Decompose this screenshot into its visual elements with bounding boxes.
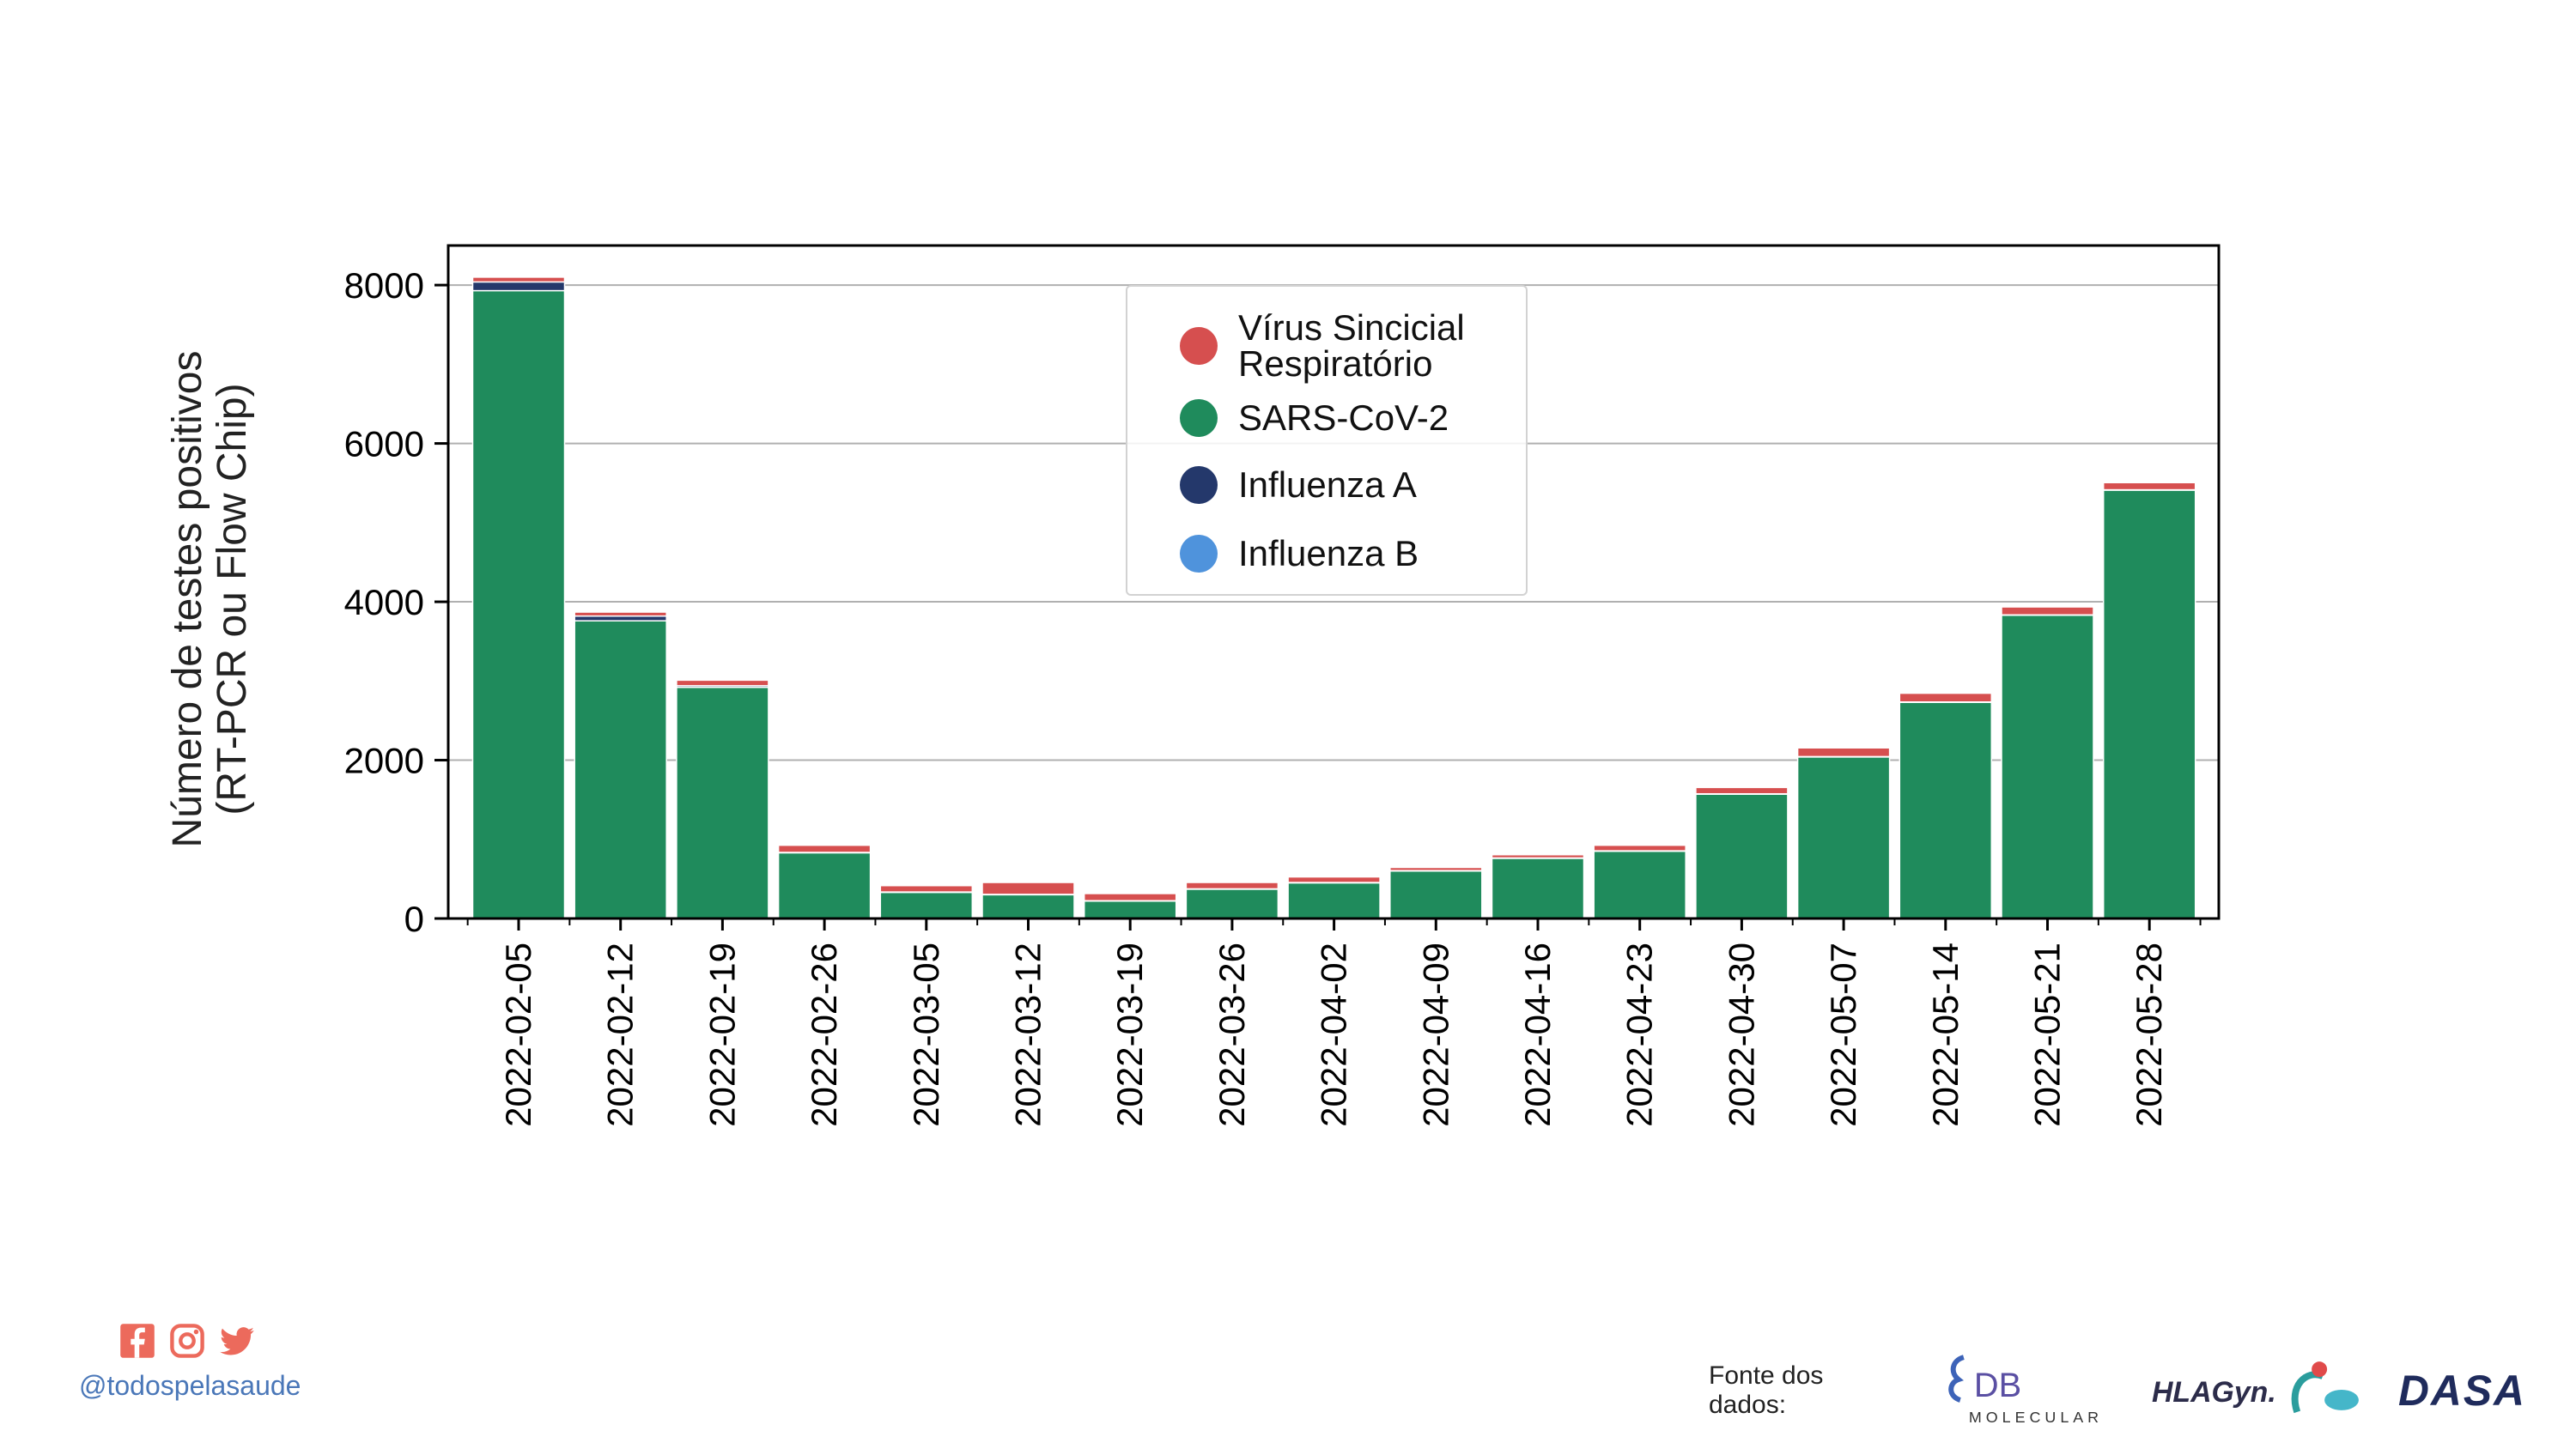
facebook-icon[interactable] <box>118 1322 156 1360</box>
bar-segment <box>1899 701 1993 919</box>
legend-label: Influenza A <box>1238 464 1417 505</box>
x-tick-label: 2022-05-21 <box>2027 943 2068 1127</box>
bar-segment <box>879 891 974 919</box>
bar-segment <box>471 289 566 919</box>
legend-label: SARS-CoV-2 <box>1238 397 1449 438</box>
legend-marker <box>1180 466 1218 504</box>
legend-label: Respiratório <box>1238 343 1432 384</box>
legend-marker <box>1180 399 1218 437</box>
data-sources: Fonte dos dados: DB MOLECULAR HLAGyn. DA… <box>1709 1352 2576 1429</box>
legend-frame <box>1126 285 1528 596</box>
x-tick-label: 2022-04-02 <box>1314 943 1354 1127</box>
db-molecular-logo: DB MOLECULAR <box>1948 1355 2103 1426</box>
bar-segment <box>676 679 769 687</box>
bar-segment <box>1593 844 1686 852</box>
svg-text:DB: DB <box>1974 1367 2021 1404</box>
bar-segment <box>777 852 872 919</box>
svg-text:MOLECULAR: MOLECULAR <box>1969 1409 2103 1426</box>
y-axis-label-line: Número de testes positivos <box>165 351 210 848</box>
x-axis: 2022-02-05 2022-02-12 2022-02-19 2022-02-26… <box>466 919 2202 1127</box>
x-tick-label: 2022-03-19 <box>1109 943 1150 1127</box>
bar-segment <box>1083 893 1177 901</box>
svg-text:DASA: DASA <box>2398 1367 2526 1415</box>
bar-segment <box>1185 888 1279 919</box>
bar-segment <box>471 281 566 292</box>
y-tick-label: 0 <box>404 899 424 939</box>
social-icons <box>118 1322 301 1360</box>
legend-marker <box>1180 327 1218 365</box>
x-tick-label: 2022-04-23 <box>1619 943 1660 1127</box>
bar-segment <box>1287 882 1381 919</box>
source-label: Fonte dos dados: <box>1709 1361 1824 1419</box>
bar-segment <box>1287 876 1381 883</box>
bar-segment <box>1083 900 1177 919</box>
x-tick-label: 2022-03-12 <box>1008 943 1048 1127</box>
bar-segment <box>574 615 667 621</box>
bar-segment <box>1899 692 1993 703</box>
x-tick-label: 2022-04-30 <box>1721 943 1761 1127</box>
x-tick-label: 2022-04-16 <box>1517 943 1558 1127</box>
instagram-icon[interactable] <box>168 1322 206 1360</box>
bar-segment <box>2001 614 2094 919</box>
x-tick-label: 2022-04-09 <box>1415 943 1455 1127</box>
legend-label: Vírus Sincicial <box>1238 307 1465 348</box>
x-tick-label: 2022-02-19 <box>702 943 742 1127</box>
bar-segment <box>1796 756 1891 919</box>
bar-segment <box>1185 882 1279 890</box>
bar-segment <box>1695 786 1789 795</box>
bar-segment <box>1491 858 1585 919</box>
bar-segment <box>2001 606 2094 616</box>
bar-segment <box>1389 870 1483 919</box>
x-tick-label: 2022-03-26 <box>1212 943 1252 1127</box>
bar-segment <box>1491 854 1585 859</box>
social-footer: @todospelasaude <box>79 1322 301 1402</box>
bar-segment <box>981 894 1075 919</box>
social-handle[interactable]: @todospelasaude <box>79 1370 301 1401</box>
bar-segment <box>1695 793 1789 919</box>
y-tick-label: 2000 <box>344 741 424 781</box>
y-axis: 0 2000 4000 6000 8000 <box>344 265 448 939</box>
bar-segment <box>1796 747 1891 758</box>
bar-segment <box>981 882 1075 895</box>
y-tick-label: 4000 <box>344 582 424 622</box>
hlagyn-logo: HLAGyn. <box>2152 1361 2359 1414</box>
dasa-logo: DASA <box>2398 1367 2526 1415</box>
y-tick-label: 8000 <box>344 265 424 306</box>
x-tick-label: 2022-03-05 <box>906 943 946 1127</box>
x-tick-label: 2022-05-28 <box>2129 943 2169 1127</box>
bar-segment <box>777 844 872 853</box>
bar-segment <box>2102 489 2196 919</box>
legend-marker <box>1180 535 1218 573</box>
bar-segment <box>879 884 974 893</box>
twitter-icon[interactable] <box>218 1322 256 1360</box>
bar-segment <box>471 276 566 283</box>
svg-text:HLAGyn.: HLAGyn. <box>2152 1376 2276 1409</box>
y-tick-label: 6000 <box>344 424 424 464</box>
bar-segment <box>574 611 667 617</box>
bar-segment <box>1389 866 1483 871</box>
bar-segment <box>676 686 769 919</box>
bar-segment <box>574 620 667 919</box>
x-tick-label: 2022-02-12 <box>600 943 641 1127</box>
bars <box>471 276 2196 919</box>
x-tick-label: 2022-05-07 <box>1823 943 1863 1127</box>
x-tick-label: 2022-02-26 <box>804 943 844 1127</box>
y-axis-label-line: (RT-PCR ou Flow Chip) <box>210 383 255 815</box>
x-tick-label: 2022-05-14 <box>1925 943 1965 1127</box>
y-axis-label: Número de testes positivos (RT-PCR ou Flo… <box>165 351 255 848</box>
bar-segment <box>2102 482 2196 491</box>
bar-segment <box>1593 850 1686 919</box>
legend-label: Influenza B <box>1238 533 1419 573</box>
x-tick-label: 2022-02-05 <box>498 943 538 1127</box>
